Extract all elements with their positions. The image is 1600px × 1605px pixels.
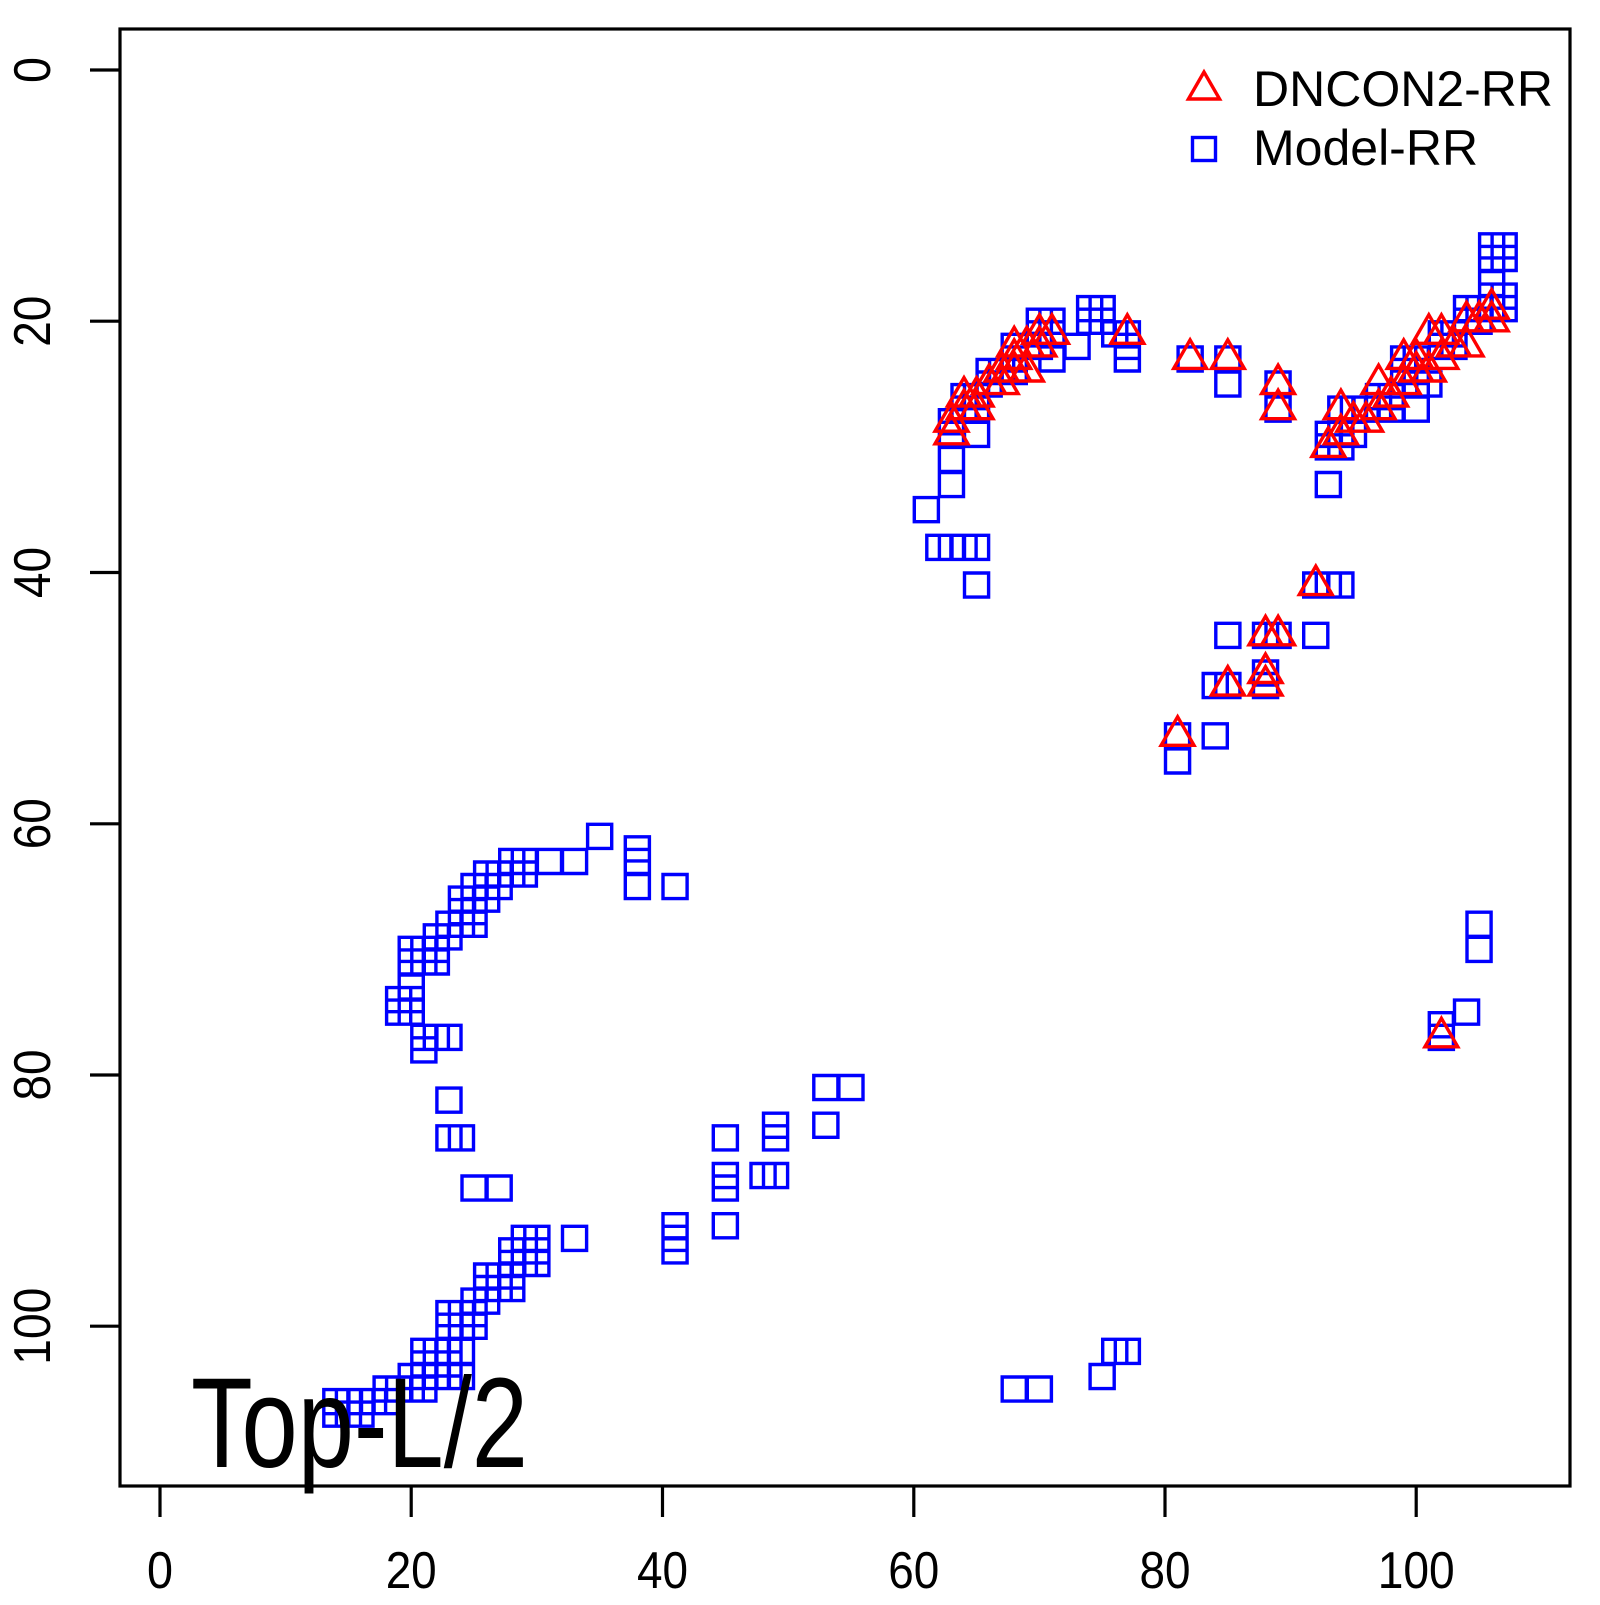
svg-text:100: 100	[1378, 1542, 1455, 1600]
svg-text:60: 60	[888, 1542, 939, 1600]
svg-text:20: 20	[4, 296, 62, 347]
svg-text:80: 80	[1140, 1542, 1191, 1600]
svg-text:40: 40	[4, 547, 62, 598]
svg-text:0: 0	[4, 57, 62, 83]
svg-text:DNCON2-RR: DNCON2-RR	[1253, 61, 1553, 117]
svg-text:0: 0	[147, 1542, 173, 1600]
svg-text:20: 20	[386, 1542, 437, 1600]
svg-text:100: 100	[4, 1288, 62, 1365]
svg-text:40: 40	[637, 1542, 688, 1600]
svg-text:Model-RR: Model-RR	[1253, 120, 1478, 176]
svg-text:Top-L/2: Top-L/2	[191, 1352, 528, 1495]
svg-text:80: 80	[4, 1050, 62, 1101]
svg-text:60: 60	[4, 798, 62, 849]
